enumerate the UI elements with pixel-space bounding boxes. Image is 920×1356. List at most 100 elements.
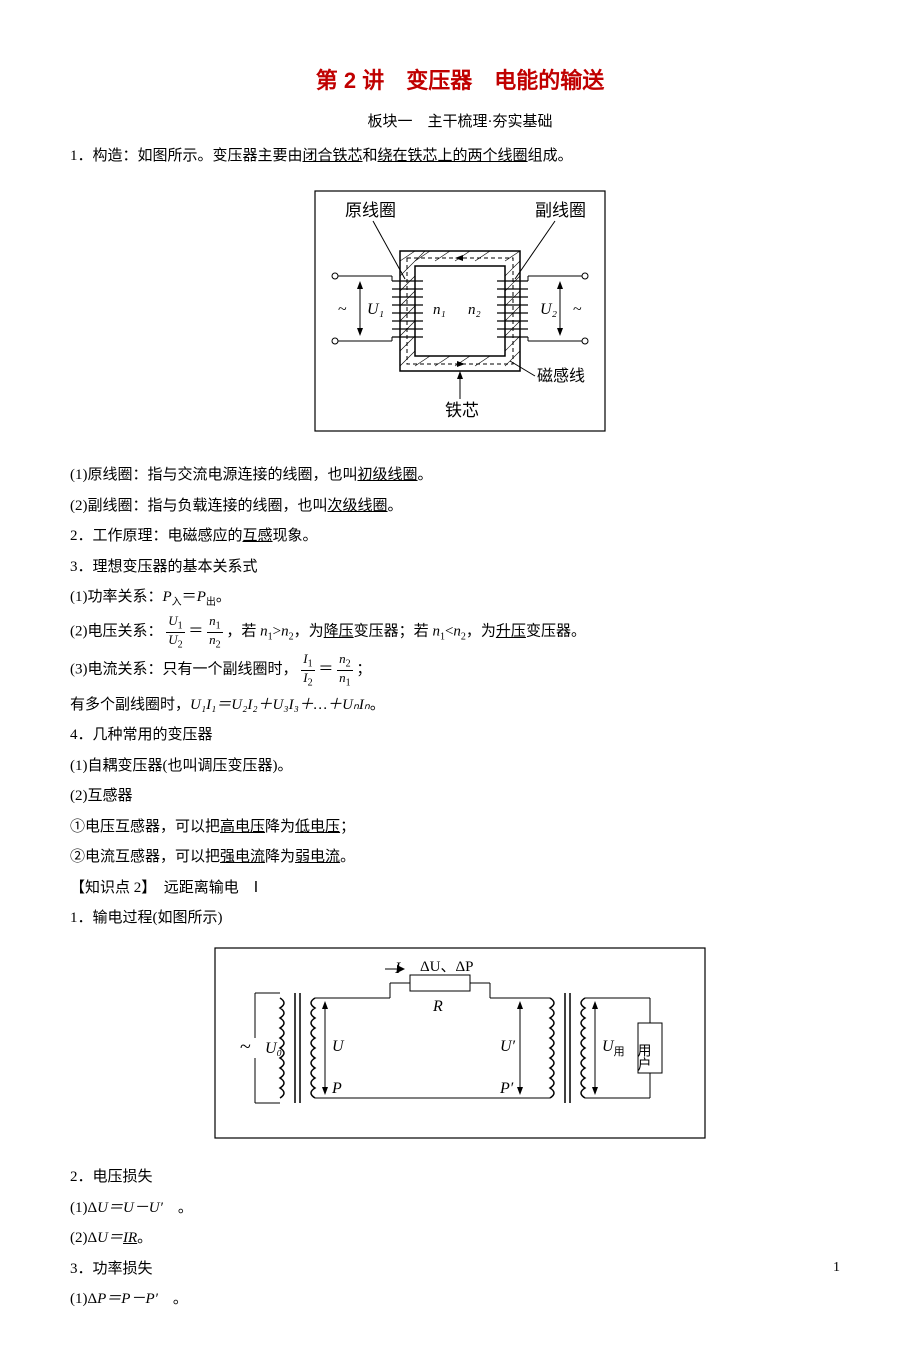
equation: U₁I₁＝U₂I₂＋U₃I₃＋…＋UₙIₙ	[190, 697, 370, 713]
underline: 互感	[243, 528, 273, 544]
svg-text:P′: P′	[499, 1080, 514, 1097]
transmission-figure: ~ U₀ U P I ΔU、ΔP R U′ P′ U用 用户	[70, 943, 850, 1154]
text: 1．构造：如图所示。变压器主要由	[70, 148, 303, 164]
text: ②电流互感器，可以把	[70, 849, 220, 865]
voltage-loss-heading: 2．电压损失	[70, 1163, 850, 1192]
svg-text:U₂: U₂	[540, 301, 558, 318]
svg-text:~: ~	[573, 301, 582, 318]
current-relation: (3)电流关系：只有一个副线圈时， I1I2 ＝ n2n1 ；	[70, 652, 850, 688]
text: ，为	[466, 624, 496, 640]
text: ；	[356, 662, 371, 678]
underline: 初级线圈	[358, 467, 418, 483]
secondary-coil-def: (2)副线圈：指与负载连接的线圈，也叫次级线圈。	[70, 492, 850, 521]
text: 组成。	[528, 148, 573, 164]
text: 。	[137, 1230, 152, 1246]
text: (2)副线圈：指与负载连接的线圈，也叫	[70, 498, 328, 514]
lecture-title: 第 2 讲 变压器 电能的输送	[70, 60, 850, 102]
svg-text:R: R	[432, 998, 443, 1015]
principle: 2．工作原理：电磁感应的互感现象。	[70, 522, 850, 551]
svg-text:~: ~	[240, 1036, 251, 1058]
mutual-inductor: (2)互感器	[70, 782, 850, 811]
svg-text:U₀: U₀	[265, 1040, 282, 1057]
text: (3)电流关系：只有一个副线圈时，	[70, 662, 298, 678]
text: ＝	[182, 589, 197, 605]
svg-text:原线圈: 原线圈	[345, 201, 396, 220]
svg-text:铁芯: 铁芯	[445, 401, 479, 420]
svg-text:U₁: U₁	[367, 301, 384, 318]
voltage-transformer: ①电压互感器，可以把高电压降为低电压；	[70, 813, 850, 842]
common-transformers: 4．几种常用的变压器	[70, 721, 850, 750]
text: 。	[370, 697, 385, 713]
voltage-relation: (2)电压关系： U1U2 ＝ n1n2 ，若 n1>n2，为降压变压器；若 n…	[70, 614, 850, 650]
equation: U＝U－U′	[97, 1200, 163, 1216]
text: 。	[418, 467, 433, 483]
underline: 升压	[496, 624, 526, 640]
text: (1)Δ	[70, 1200, 97, 1216]
text: ，为	[294, 624, 324, 640]
text: 降为	[265, 849, 295, 865]
text: 。	[388, 498, 403, 514]
primary-coil-def: (1)原线圈：指与交流电源连接的线圈，也叫初级线圈。	[70, 461, 850, 490]
transmission-process: 1．输电过程(如图所示)	[70, 904, 850, 933]
sub: 入	[172, 597, 182, 608]
power-loss-heading: 3．功率损失	[70, 1255, 850, 1284]
text: (1)功率关系：	[70, 589, 163, 605]
fraction-i: I1I2	[301, 652, 314, 688]
knowledge-point-2: 【知识点 2】 远距离输电 Ⅰ	[70, 874, 850, 903]
underline: IR	[123, 1230, 137, 1246]
sub: 出	[206, 597, 216, 608]
voltage-loss-2: (2)ΔU＝IR。	[70, 1224, 850, 1253]
page-number: 1	[833, 1255, 840, 1282]
text: 。	[216, 589, 231, 605]
text: 现象。	[273, 528, 318, 544]
auto-transformer: (1)自耦变压器(也叫调压变压器)。	[70, 752, 850, 781]
multi-coil: 有多个副线圈时，U₁I₁＝U₂I₂＋U₃I₃＋…＋UₙIₙ。	[70, 691, 850, 720]
current-transformer: ②电流互感器，可以把强电流降为弱电流。	[70, 843, 850, 872]
underline-core: 闭合铁芯	[303, 148, 363, 164]
construction-para: 1．构造：如图所示。变压器主要由闭合铁芯和绕在铁芯上的两个线圈组成。	[70, 142, 850, 171]
svg-text:~: ~	[338, 301, 347, 318]
text: (1)原线圈：指与交流电源连接的线圈，也叫	[70, 467, 358, 483]
text: ①电压互感器，可以把	[70, 819, 220, 835]
svg-text:用户: 用户	[636, 1043, 652, 1072]
voltage-loss-1: (1)ΔU＝U－U′ 。	[70, 1194, 850, 1223]
text: 。	[340, 849, 355, 865]
text: (1)Δ	[70, 1291, 97, 1307]
text: 变压器；若	[354, 624, 433, 640]
text: 和	[363, 148, 378, 164]
svg-text:U用: U用	[602, 1038, 625, 1058]
text: 。	[163, 1200, 193, 1216]
var: P	[163, 589, 172, 605]
svg-text:磁感线: 磁感线	[537, 367, 585, 385]
text: (2)电压关系：	[70, 624, 163, 640]
transformer-figure: 原线圈 副线圈 ~ U₁ ~ U₂ n₁ n₂ 磁感线 铁芯	[70, 181, 850, 452]
underline: 降压	[324, 624, 354, 640]
svg-text:n₁: n₁	[433, 302, 446, 318]
text: U＝	[97, 1230, 123, 1246]
svg-text:U: U	[332, 1038, 345, 1055]
fraction-u: U1U2	[166, 614, 184, 650]
fraction-n: n1n2	[207, 614, 223, 650]
power-relation: (1)功率关系：P入＝P出。	[70, 583, 850, 612]
basic-relations: 3．理想变压器的基本关系式	[70, 553, 850, 582]
underline: 低电压	[295, 819, 340, 835]
underline: 高电压	[220, 819, 265, 835]
underline: 弱电流	[295, 849, 340, 865]
svg-text:U′: U′	[500, 1038, 516, 1055]
svg-text:ΔU、ΔP: ΔU、ΔP	[420, 959, 473, 975]
underline-coils: 绕在铁芯上的两个线圈	[378, 148, 528, 164]
var: P	[197, 589, 206, 605]
text: ，若	[226, 624, 260, 640]
text: 降为	[265, 819, 295, 835]
text: ；	[340, 819, 355, 835]
text: 。	[158, 1291, 188, 1307]
fraction-n2: n2n1	[337, 652, 353, 688]
text: 2．工作原理：电磁感应的	[70, 528, 243, 544]
underline: 次级线圈	[328, 498, 388, 514]
svg-text:P: P	[331, 1080, 342, 1097]
power-loss-1: (1)ΔP＝P－P′ 。	[70, 1285, 850, 1314]
equation: P＝P－P′	[97, 1291, 158, 1307]
svg-text:副线圈: 副线圈	[535, 201, 586, 220]
text: 变压器。	[526, 624, 586, 640]
svg-text:n₂: n₂	[468, 302, 481, 318]
